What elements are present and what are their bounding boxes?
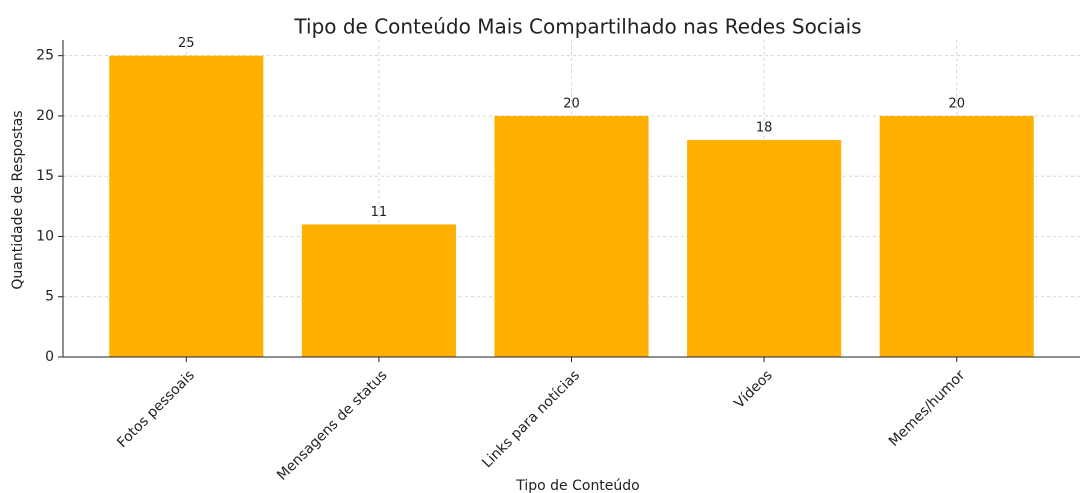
x-tick-label: Vídeos [731,367,775,411]
x-tick-label: Fotos pessoais [114,367,198,451]
y-tick-label: 0 [45,349,54,365]
y-tick-label: 25 [36,48,54,64]
x-axis-label: Tipo de Conteúdo [515,478,640,493]
value-label: 11 [371,205,388,220]
bar [687,140,842,357]
bar [109,55,264,358]
y-tick-label: 20 [36,108,54,124]
y-tick-label: 15 [36,168,54,184]
x-tick-label: Links para notícias [479,367,583,471]
y-tick-label: 5 [45,289,54,305]
value-label: 18 [756,121,773,136]
chart-title: Tipo de Conteúdo Mais Compartilhado nas … [293,15,861,39]
value-label: 20 [948,96,965,111]
y-tick-label: 10 [36,228,54,244]
y-axis-label: Quantidade de Respostas [10,110,26,289]
bar [494,115,649,357]
value-label: 25 [178,36,195,51]
bar [879,115,1034,357]
bar [301,224,456,357]
x-tick-label: Mensagens de status [274,367,390,483]
value-label: 20 [563,96,580,111]
x-tick-label: Memes/humor [886,367,969,450]
